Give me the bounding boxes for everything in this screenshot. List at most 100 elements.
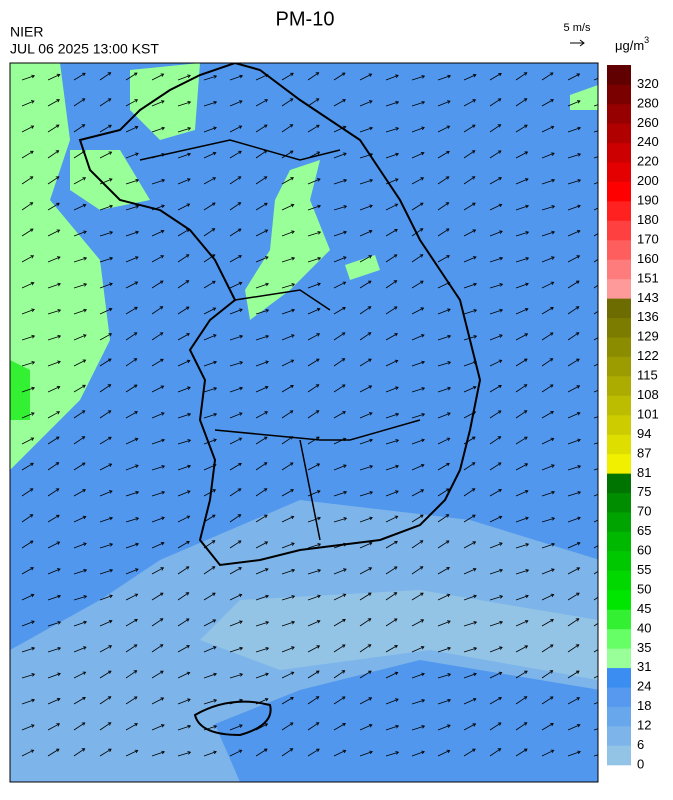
wind-arrow xyxy=(125,593,139,601)
wind-arrow xyxy=(593,570,598,575)
wind-arrow xyxy=(567,153,582,159)
wind-arrow xyxy=(21,202,34,211)
wind-arrow xyxy=(515,645,529,653)
jeju-island xyxy=(193,700,272,737)
wind-arrow xyxy=(359,412,373,419)
wind-arrow xyxy=(177,100,192,107)
wind-arrow xyxy=(307,257,322,263)
wind-arrow xyxy=(567,385,581,393)
wind-arrow xyxy=(229,514,242,523)
colorbar-label: 280 xyxy=(637,95,659,110)
wind-arrow xyxy=(489,177,502,185)
wind-arrow xyxy=(489,462,502,471)
wind-arrow xyxy=(73,177,87,185)
wind-arrow xyxy=(541,152,555,159)
wind-arrow xyxy=(125,490,140,497)
wind-arrow xyxy=(437,540,450,549)
wind-arrow xyxy=(99,463,113,471)
wind-arrow xyxy=(125,358,138,367)
color-swatch xyxy=(607,745,631,766)
wind-arrow xyxy=(177,152,192,159)
wind-arrow xyxy=(463,150,476,159)
wind-arrow xyxy=(229,334,244,341)
wind-arrow xyxy=(411,254,424,263)
wind-arrow xyxy=(437,437,451,445)
wind-arrow xyxy=(359,306,372,315)
wind-arrow xyxy=(333,152,347,159)
wind-arrow xyxy=(151,332,164,341)
wind-arrow xyxy=(47,385,61,393)
wind-arrow xyxy=(125,125,139,133)
wind-arrow xyxy=(99,72,112,81)
wind-arrow xyxy=(229,437,243,445)
wind-arrow xyxy=(125,696,138,705)
wind-arrow xyxy=(203,413,218,419)
wind-arrow xyxy=(177,412,192,419)
wind-arrow xyxy=(151,750,166,757)
wind-arrow xyxy=(463,594,477,601)
color-swatch xyxy=(607,298,631,319)
green-area xyxy=(345,255,380,280)
wind-arrow xyxy=(359,73,373,81)
wind-arrow xyxy=(489,697,502,705)
wind-arrow xyxy=(73,308,88,315)
wind-arrow xyxy=(463,256,477,263)
wind-arrow xyxy=(437,567,450,575)
wind-arrow xyxy=(47,99,60,107)
wind-arrow xyxy=(385,464,400,471)
wind-arrow xyxy=(151,516,165,523)
wind-arrow xyxy=(437,749,451,757)
colorbar-label: 81 xyxy=(637,465,651,480)
wind-arrow xyxy=(177,566,190,575)
wind-arrow xyxy=(333,593,347,601)
wind-arrow xyxy=(567,750,581,757)
wind-arrow xyxy=(385,490,399,497)
wind-arrow xyxy=(125,437,139,445)
wind-arrow xyxy=(281,385,294,393)
wind-arrow xyxy=(73,72,86,81)
colorbar-label: 143 xyxy=(637,290,659,305)
wind-arrow xyxy=(437,255,450,263)
wind-arrow xyxy=(515,204,530,211)
wind-arrow xyxy=(515,98,528,107)
wind-arrow xyxy=(177,490,191,497)
wind-arrow xyxy=(333,230,348,237)
wind-arrow xyxy=(151,697,165,705)
wind-arrow xyxy=(151,100,165,107)
wind-arrow xyxy=(385,412,400,419)
wind-arrow xyxy=(21,698,36,705)
wind-arrow xyxy=(21,334,36,341)
wind-arrow xyxy=(307,490,321,497)
wind-arrow xyxy=(229,100,243,107)
wind-arrow xyxy=(463,541,477,549)
color-swatch xyxy=(607,473,631,494)
color-swatch xyxy=(607,492,631,513)
wind-arrow xyxy=(567,358,580,367)
color-swatch xyxy=(607,220,631,241)
wind-arrow xyxy=(489,568,504,575)
wind-arrow xyxy=(437,281,451,289)
wind-arrow xyxy=(21,749,35,757)
wind-arrow xyxy=(541,332,554,341)
wind-arrow xyxy=(99,722,112,731)
wind-arrow xyxy=(489,385,502,393)
wind-arrow xyxy=(73,230,87,237)
wind-arrow xyxy=(463,568,477,575)
wind-arrow xyxy=(99,645,113,653)
wind-arrow xyxy=(437,151,450,159)
wind-arrow xyxy=(177,280,190,289)
colorbar-label: 151 xyxy=(637,270,659,285)
wind-arrow xyxy=(541,437,555,445)
wind-arrow xyxy=(515,231,530,237)
wind-arrow xyxy=(593,728,598,731)
wind-arrow xyxy=(385,618,398,627)
province-border xyxy=(139,139,421,541)
wind-arrow xyxy=(177,74,191,81)
wind-arrow xyxy=(333,723,346,731)
wind-arrow xyxy=(411,592,424,601)
wind-arrow xyxy=(411,307,425,315)
wind-arrow xyxy=(489,410,502,419)
wind-arrow xyxy=(125,72,138,81)
wind-arrow xyxy=(359,100,373,107)
wind-arrow xyxy=(281,595,296,601)
